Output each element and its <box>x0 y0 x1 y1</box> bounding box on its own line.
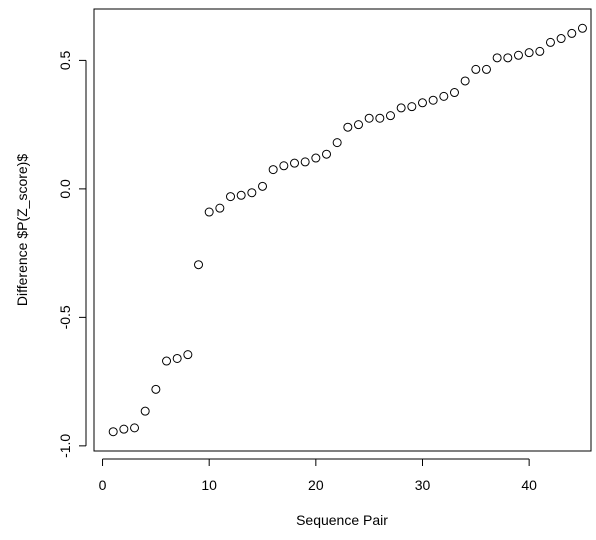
data-point <box>535 46 545 56</box>
x-axis: 0 10 20 30 40 <box>99 458 537 493</box>
data-point <box>119 424 129 434</box>
data-point <box>375 113 385 123</box>
data-point <box>364 113 374 123</box>
data-point <box>300 157 310 167</box>
data-point <box>577 23 587 33</box>
data-point <box>524 48 534 58</box>
data-point <box>471 64 481 74</box>
x-tick-label: 30 <box>415 477 431 493</box>
data-point <box>183 350 193 360</box>
data-point <box>194 260 204 270</box>
data-point <box>204 207 214 217</box>
data-point <box>343 122 353 132</box>
data-point <box>428 95 438 105</box>
y-tick-label: -1.0 <box>57 434 73 458</box>
data-point <box>172 353 182 363</box>
y-axis: -1.0 -0.5 0.0 0.5 <box>57 50 87 458</box>
data-point <box>396 103 406 113</box>
data-point <box>162 356 172 366</box>
data-point <box>460 76 470 86</box>
plot-frame <box>93 8 592 452</box>
data-point <box>407 102 417 112</box>
x-tick-label: 20 <box>308 477 324 493</box>
x-tick-label: 40 <box>521 477 537 493</box>
data-point <box>140 406 150 416</box>
data-point <box>290 158 300 168</box>
data-point <box>417 98 427 108</box>
data-point <box>322 149 332 159</box>
data-point <box>108 427 118 437</box>
x-tick-label: 0 <box>99 477 107 493</box>
data-point <box>513 50 523 60</box>
data-point <box>311 153 321 163</box>
data-point <box>258 181 268 191</box>
data-point <box>226 192 236 202</box>
data-point <box>567 28 577 38</box>
data-point <box>151 384 161 394</box>
x-axis-title: Sequence Pair <box>296 512 388 528</box>
y-tick-label: -0.5 <box>57 305 73 329</box>
data-point <box>503 53 513 63</box>
data-points <box>108 23 587 437</box>
data-point <box>556 34 566 44</box>
data-point <box>545 37 555 47</box>
data-point <box>439 91 449 101</box>
data-point <box>492 53 502 63</box>
data-point <box>353 120 363 130</box>
data-point <box>247 188 257 198</box>
y-tick-label: 0.0 <box>57 179 73 199</box>
x-tick-label: 10 <box>201 477 217 493</box>
data-point <box>449 88 459 98</box>
data-point <box>279 161 289 171</box>
data-point <box>268 165 278 175</box>
data-point <box>481 64 491 74</box>
data-point <box>215 203 225 213</box>
data-point <box>236 190 246 200</box>
y-tick-label: 0.5 <box>57 50 73 70</box>
data-point <box>130 423 140 433</box>
data-point <box>332 138 342 148</box>
data-point <box>385 111 395 121</box>
y-axis-title: Difference $P(Z_score)$ <box>14 154 30 306</box>
